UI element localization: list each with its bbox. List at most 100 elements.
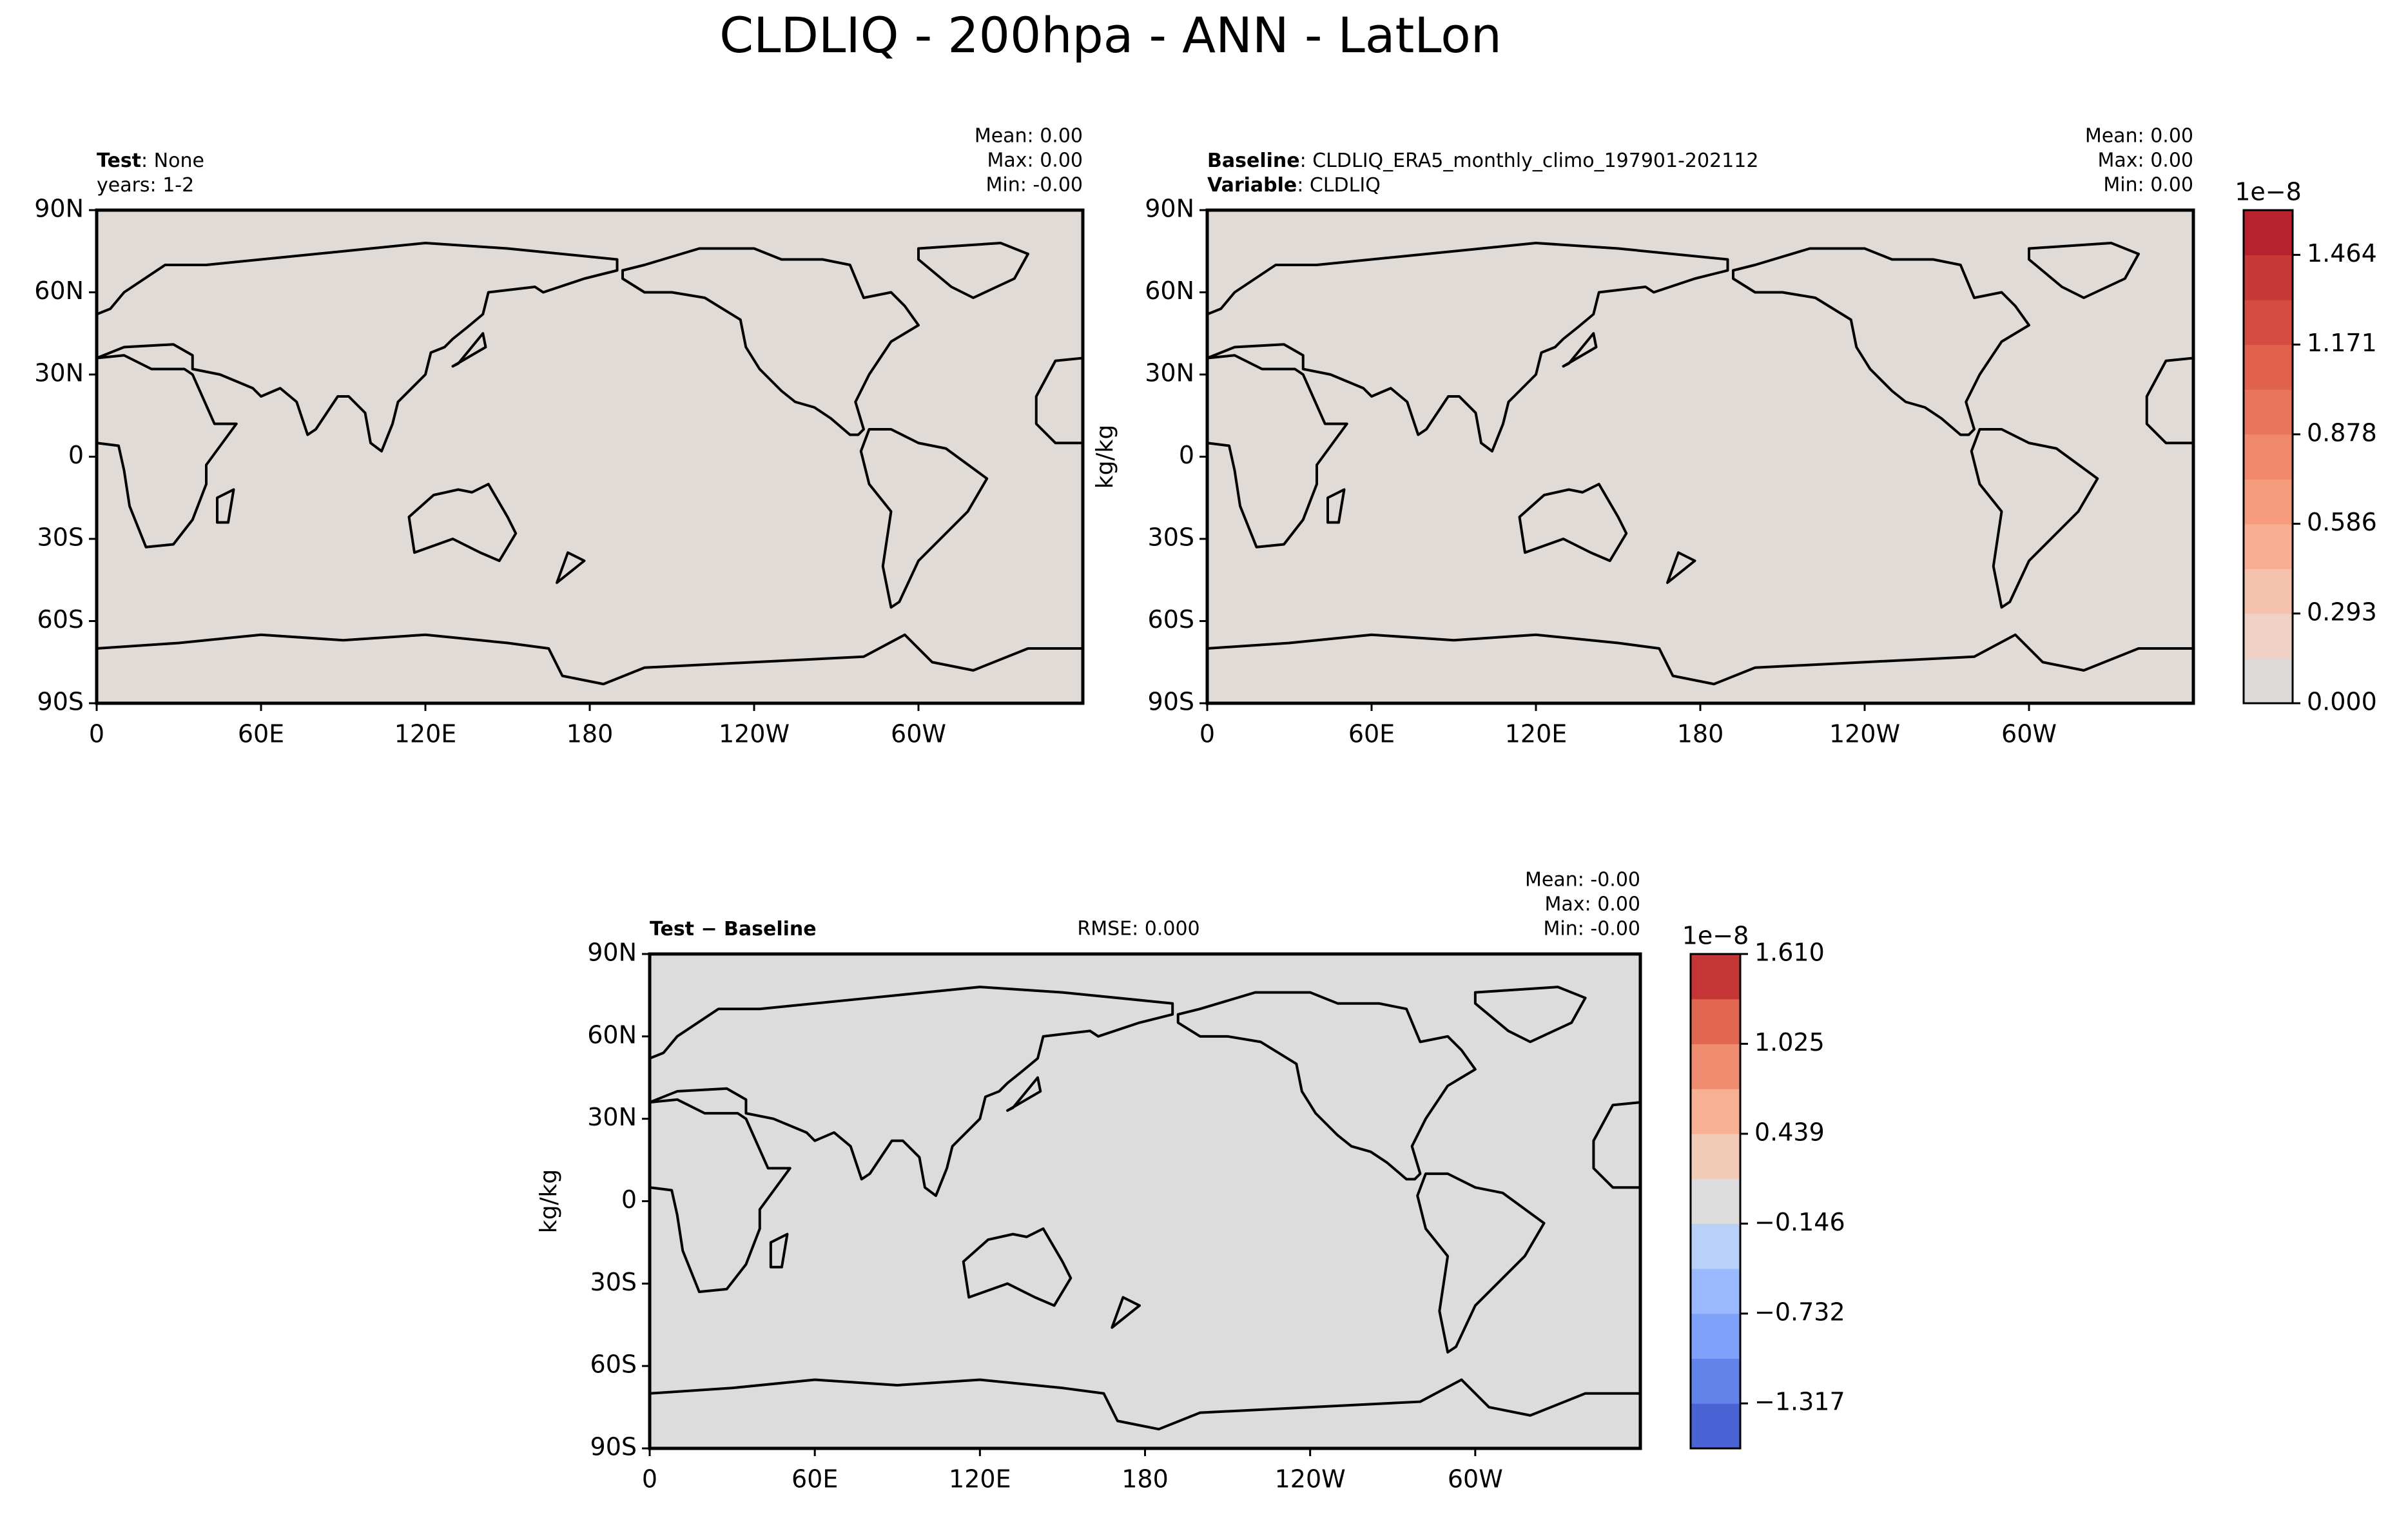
x-tick-label: 120E (1505, 720, 1568, 748)
panel-stat: Mean: 0.00 (975, 125, 1083, 148)
colorbar-segment (2244, 255, 2293, 300)
y-tick-label: 60S (590, 1350, 637, 1379)
panel-label-text: years: 1-2 (97, 174, 194, 197)
colorbar-segment (2244, 210, 2293, 256)
y-tick-label: 30S (37, 523, 84, 552)
colorbar-segment (2244, 613, 2293, 659)
y-axis-label: kg/kg (536, 1169, 562, 1234)
x-tick-label: 120E (394, 720, 457, 748)
colorbar-tick-label: 1.025 (1754, 1028, 1825, 1056)
y-tick-label: 60N (1145, 277, 1194, 305)
panel-label: Test: None (97, 150, 204, 172)
colorbar-tick-label: −0.732 (1754, 1298, 1845, 1326)
x-tick-label: 0 (89, 720, 104, 748)
x-tick-label: 180 (1121, 1465, 1169, 1494)
map-field (650, 954, 1640, 1448)
rmse: RMSE: 0.000 (1077, 918, 1199, 940)
y-tick-label: 30N (1145, 359, 1194, 387)
x-tick-label: 60E (791, 1465, 838, 1494)
colorbar-segment (1691, 1403, 1740, 1449)
x-tick-label: 60W (891, 720, 946, 748)
x-tick-label: 60E (1348, 720, 1395, 748)
colorbar-tick-label: 0.439 (1754, 1118, 1825, 1146)
colorbar-tick-label: 1.610 (1754, 939, 1825, 967)
y-tick-label: 90S (590, 1433, 637, 1461)
y-tick-label: 30N (34, 359, 84, 387)
y-tick-label: 90N (34, 195, 84, 223)
y-tick-label: 30S (590, 1268, 637, 1296)
y-axis-label: kg/kg (1092, 425, 1118, 489)
colorbar-segment (1691, 1223, 1740, 1269)
panel-label-text: : CLDLIQ (1297, 174, 1381, 197)
colorbar-tick-label: 0.293 (2307, 598, 2377, 626)
colorbar-segment (2244, 344, 2293, 390)
x-tick-label: 60W (1448, 1465, 1503, 1494)
y-tick-label: 90S (1148, 688, 1194, 716)
panel-label-bold: Test (97, 150, 141, 172)
colorbar-tick-label: −0.146 (1754, 1208, 1845, 1236)
colorbar-segment (1691, 1269, 1740, 1314)
colorbar-segment (2244, 569, 2293, 614)
y-tick-label: 30S (1148, 523, 1194, 552)
y-tick-label: 0 (68, 441, 84, 469)
x-tick-label: 120W (719, 720, 790, 748)
colorbar-frame (1689, 953, 1742, 1450)
colorbar-frame (2242, 209, 2294, 705)
colorbar-segment (1691, 1358, 1740, 1404)
colorbar-segment (1691, 998, 1740, 1044)
colorbar-tick-label: 0.878 (2307, 418, 2377, 447)
y-tick-label: 90N (587, 939, 637, 967)
y-tick-label: 90S (37, 688, 84, 716)
panel-label-bold: Baseline (1207, 150, 1300, 172)
panel-stat: Min: -0.00 (986, 174, 1083, 197)
map-field (1207, 210, 2193, 703)
colorbar-segment (2244, 479, 2293, 525)
colorbar-segment (1691, 1089, 1740, 1134)
map-field (97, 210, 1083, 703)
y-tick-label: 60S (37, 605, 84, 634)
y-tick-label: 30N (587, 1103, 637, 1131)
y-tick-label: 60N (587, 1020, 637, 1049)
colorbar-tick-label: 0.000 (2307, 688, 2377, 716)
colorbar-segment (2244, 434, 2293, 480)
panel-label: Variable: CLDLIQ (1207, 174, 1381, 197)
colorbar-segment (2244, 300, 2293, 345)
colorbar-tick-label: 0.586 (2307, 508, 2377, 536)
panel-label: years: 1-2 (97, 174, 194, 197)
panel-label-bold: Variable (1207, 174, 1297, 197)
panel-stat: Mean: -0.00 (1525, 869, 1640, 891)
colorbar-segment (1691, 1313, 1740, 1359)
panel-label-text: : CLDLIQ_ERA5_monthly_climo_197901-20211… (1300, 150, 1759, 172)
colorbar-segment (1691, 1178, 1740, 1224)
panel-label-bold: Test − Baseline (650, 918, 817, 940)
x-tick-label: 120W (1275, 1465, 1346, 1494)
panel-stat: Max: 0.00 (2098, 150, 2193, 172)
x-tick-label: 120E (949, 1465, 1011, 1494)
x-tick-label: 0 (642, 1465, 657, 1494)
x-tick-label: 0 (1199, 720, 1215, 748)
x-tick-label: 180 (1677, 720, 1724, 748)
x-tick-label: 60E (238, 720, 284, 748)
colorbar-tick-label: −1.317 (1754, 1388, 1845, 1416)
colorbar-segment (2244, 523, 2293, 569)
y-tick-label: 0 (621, 1185, 637, 1214)
colorbar-tick-label: 1.464 (2307, 239, 2377, 268)
colorbar-segment (1691, 954, 1740, 1000)
y-tick-label: 60S (1148, 605, 1194, 634)
colorbar-tick-label: 1.171 (2307, 329, 2377, 357)
colorbar-segment (2244, 658, 2293, 704)
x-tick-label: 180 (567, 720, 614, 748)
colorbar-segment (1691, 1044, 1740, 1089)
x-tick-label: 60W (2001, 720, 2057, 748)
panel-stat: Max: 0.00 (987, 150, 1083, 172)
x-tick-label: 120W (1829, 720, 1900, 748)
colorbar-segment (1691, 1133, 1740, 1180)
panel-label: Baseline: CLDLIQ_ERA5_monthly_climo_1979… (1207, 150, 1758, 172)
y-tick-label: 90N (1145, 195, 1194, 223)
panel-label: Test − Baseline (650, 918, 817, 940)
panel-stat: Mean: 0.00 (2085, 125, 2193, 148)
panel-stat: Min: -0.00 (1544, 918, 1641, 940)
colorbar-offset: 1e−8 (1682, 922, 1749, 950)
